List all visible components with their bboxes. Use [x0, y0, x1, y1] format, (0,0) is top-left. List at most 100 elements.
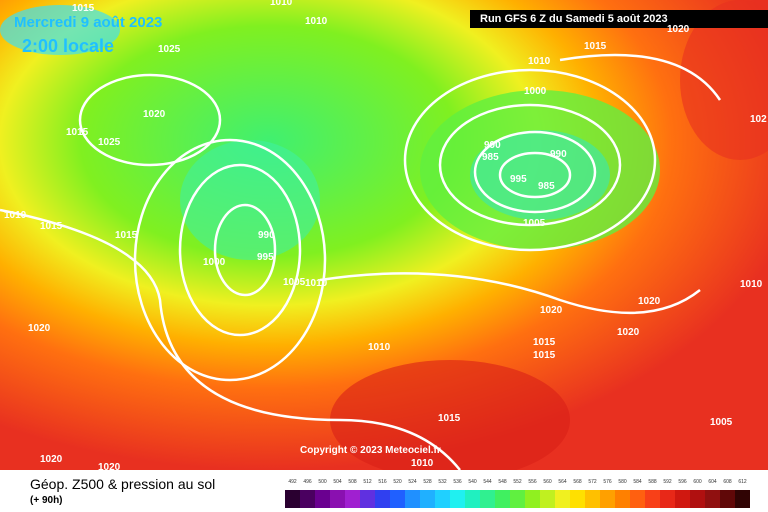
isobar-label: 1005 — [283, 277, 306, 288]
isobar-label: 1000 — [524, 86, 547, 97]
scale-cell — [600, 490, 615, 508]
scale-label: 536 — [453, 479, 462, 485]
scale-label: 604 — [708, 479, 717, 485]
scale-cell — [495, 490, 510, 508]
isobar-label: 1020 — [617, 327, 640, 338]
isobar-label: 990 — [484, 140, 501, 151]
scale-cell — [420, 490, 435, 508]
isobar-label: 1020 — [638, 296, 661, 307]
scale-label: 564 — [558, 479, 567, 485]
scale-cell — [630, 490, 645, 508]
scale-label: 572 — [588, 479, 597, 485]
scale-cell — [435, 490, 450, 508]
scale-label: 588 — [648, 479, 657, 485]
scale-cell — [285, 490, 300, 508]
scale-label: 556 — [528, 479, 537, 485]
scale-label: 580 — [618, 479, 627, 485]
scale-cell — [360, 490, 375, 508]
isobar-label: 1020 — [540, 305, 563, 316]
scale-cell — [705, 490, 720, 508]
scale-label: 608 — [723, 479, 732, 485]
color-scale — [285, 490, 750, 508]
isobar-label: 1015 — [533, 337, 556, 348]
legend-lead: (+ 90h) — [30, 495, 63, 506]
isobar-label: 1025 — [158, 44, 181, 55]
scale-cell — [690, 490, 705, 508]
isobar-label: 1010 — [305, 278, 328, 289]
isobar-label: 1010 — [270, 0, 293, 8]
scale-cell — [675, 490, 690, 508]
isobar-label: 1020 — [98, 462, 121, 473]
scale-label: 544 — [483, 479, 492, 485]
isobar-label: 990 — [550, 149, 567, 160]
scale-label: 568 — [573, 479, 582, 485]
scale-cell — [300, 490, 315, 508]
scale-cell — [375, 490, 390, 508]
scale-label: 584 — [633, 479, 642, 485]
scale-cell — [525, 490, 540, 508]
scale-label: 512 — [363, 479, 372, 485]
scale-cell — [450, 490, 465, 508]
scale-cell — [330, 490, 345, 508]
scale-label: 504 — [333, 479, 342, 485]
isobar-label: 1010 — [305, 16, 328, 27]
scale-label: 496 — [303, 479, 312, 485]
isobar-label: 995 — [257, 252, 274, 263]
isobar-label: 990 — [258, 230, 275, 241]
legend-title: Géop. Z500 & pression au sol — [30, 476, 216, 492]
isobar-label: 1005 — [523, 218, 546, 229]
scale-label: 540 — [468, 479, 477, 485]
isobar-label: 1015 — [533, 350, 556, 361]
scale-label: 548 — [498, 479, 507, 485]
isobar-label: 1020 — [667, 24, 690, 35]
isobar-label: 1015 — [438, 413, 461, 424]
isobar-label: 1015 — [584, 41, 607, 52]
scale-cell — [465, 490, 480, 508]
scale-label: 516 — [378, 479, 387, 485]
isobar-label: 985 — [482, 152, 499, 163]
scale-cell — [720, 490, 735, 508]
isobar-label: 1010 — [740, 279, 763, 290]
scale-label: 592 — [663, 479, 672, 485]
map-date: Mercredi 9 août 2023 — [14, 14, 163, 31]
scale-cell — [555, 490, 570, 508]
scale-label: 532 — [438, 479, 447, 485]
scale-cell — [510, 490, 525, 508]
scale-cell — [615, 490, 630, 508]
scale-cell — [315, 490, 330, 508]
scale-label: 612 — [738, 479, 747, 485]
scale-label: 576 — [603, 479, 612, 485]
isobar-label: 1015 — [66, 127, 89, 138]
isobar-label: 102 — [750, 114, 767, 125]
isobar-label: 995 — [510, 174, 527, 185]
isobar-label: 1010 — [528, 56, 551, 67]
scale-label: 600 — [693, 479, 702, 485]
map-time: 2:00 locale — [22, 36, 115, 56]
isobar-label: 1010 — [411, 458, 434, 469]
isobar-label: 1025 — [98, 137, 121, 148]
scale-label: 560 — [543, 479, 552, 485]
scale-label: 552 — [513, 479, 522, 485]
scale-cell — [660, 490, 675, 508]
isobar-label: 1015 — [72, 3, 95, 14]
scale-labels: 492 496 500 504 508 512 516 520 524 528 532 536 540 5… — [285, 479, 750, 487]
scale-cell — [540, 490, 555, 508]
map — [0, 0, 768, 470]
isobar-label: 1000 — [203, 257, 226, 268]
copyright: Copyright © 2023 Meteociel.fr — [300, 445, 441, 456]
isobar-label: 1010 — [4, 210, 27, 221]
scale-cell — [345, 490, 360, 508]
isobar-label: 1005 — [710, 417, 733, 428]
scale-label: 520 — [393, 479, 402, 485]
isobar-label: 1020 — [28, 323, 51, 334]
isobar-label: 1020 — [143, 109, 166, 120]
scale-cell — [405, 490, 420, 508]
scale-cell — [480, 490, 495, 508]
isobar-label: 1010 — [368, 342, 391, 353]
scale-label: 508 — [348, 479, 357, 485]
isobar-label: 985 — [538, 181, 555, 192]
scale-label: 596 — [678, 479, 687, 485]
scale-label: 500 — [318, 479, 327, 485]
run-info: Run GFS 6 Z du Samedi 5 août 2023 — [470, 10, 768, 28]
